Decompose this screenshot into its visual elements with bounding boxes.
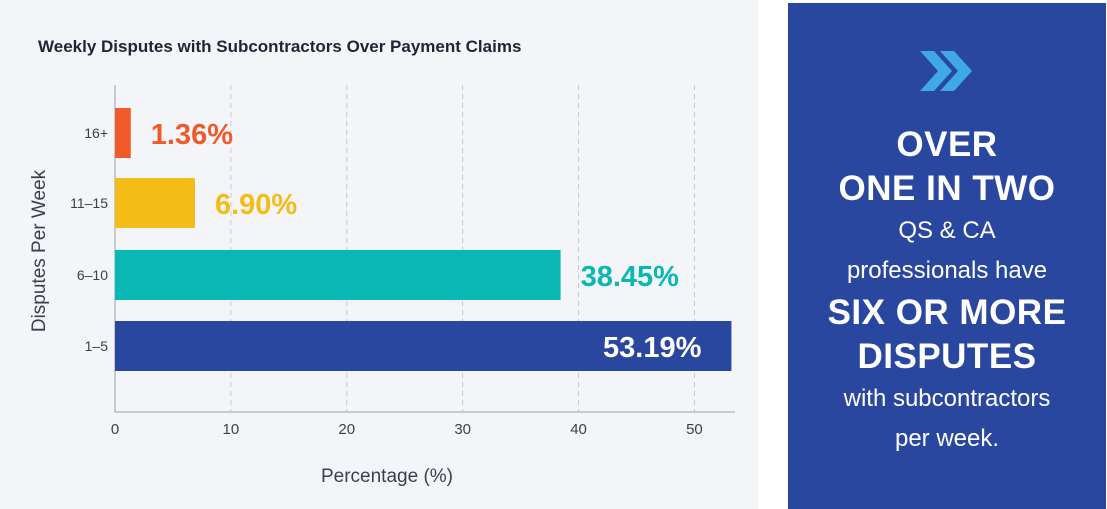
y-tick-label-3: 6–10 (77, 267, 108, 283)
callout-line-disputes: DISPUTES (857, 337, 1037, 376)
callout-line-six-or-more: SIX OR MORE (827, 293, 1067, 332)
x-tick-label-20: 20 (338, 421, 355, 438)
data-label-2: 6.90% (215, 189, 297, 221)
bar-1 (115, 108, 131, 158)
double-chevron-right-icon (920, 51, 972, 91)
y-tick-label-4: 1–5 (85, 338, 109, 354)
x-tick-label-40: 40 (570, 421, 587, 438)
y-axis-label: Disputes Per Week (29, 169, 50, 332)
bar-3 (115, 250, 561, 300)
y-tick-label-2: 11–15 (70, 195, 108, 211)
x-tick-label-50: 50 (686, 421, 703, 438)
x-tick-label-0: 0 (111, 421, 119, 438)
callout-line-qs-ca: QS & CA (898, 217, 996, 244)
chart-title: Weekly Disputes with Subcontractors Over… (38, 37, 522, 56)
data-label-4: 53.19% (603, 332, 702, 364)
x-tick-label-30: 30 (454, 421, 471, 438)
bar-chart: 0 10 20 30 40 50 Percentage (%) Disputes Per We… (29, 85, 735, 487)
x-tick-label-10: 10 (223, 421, 240, 438)
data-label-3: 38.45% (581, 261, 680, 293)
y-tick-label-1: 16+ (84, 125, 108, 141)
bar-4 (115, 321, 732, 371)
callout-text: OVER ONE IN TWO QS & CA professionals ha… (788, 123, 1106, 459)
callout-line-per-week: per week. (894, 425, 1000, 452)
x-axis-label: Percentage (%) (321, 466, 453, 487)
bar-2 (115, 178, 195, 228)
data-label-1: 1.36% (151, 119, 233, 151)
callout-line-one-in-two: ONE IN TWO (838, 169, 1056, 208)
callout-panel: OVER ONE IN TWO QS & CA professionals ha… (788, 3, 1106, 509)
callout-line-subcontractors: with subcontractors (843, 385, 1051, 412)
callout-line-professionals: professionals have (846, 257, 1048, 284)
chart-panel: Weekly Disputes with Subcontractors Over… (0, 0, 758, 509)
callout-line-over: OVER (896, 125, 998, 164)
